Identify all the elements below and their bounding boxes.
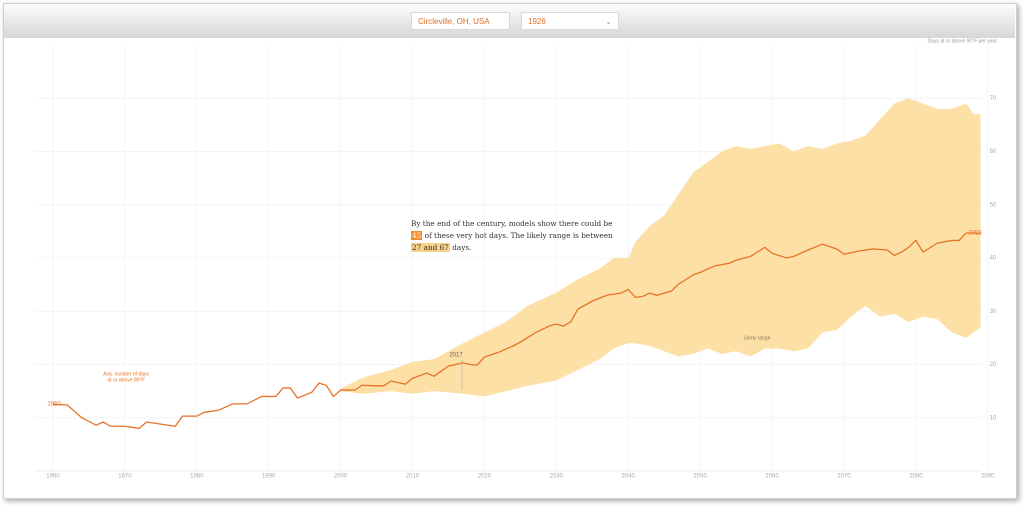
summary-text: By the end of the century, models show t… bbox=[411, 219, 613, 228]
x-tick-label: 2020 bbox=[478, 474, 492, 480]
likely-range bbox=[340, 98, 981, 397]
band-label: Likely range bbox=[744, 335, 771, 341]
x-tick-label: 2070 bbox=[837, 474, 851, 480]
y-tick-label: 30 bbox=[990, 309, 997, 315]
end-label: 2099 bbox=[968, 231, 982, 237]
x-tick-label: 2080 bbox=[909, 474, 923, 480]
x-tick-label: 2030 bbox=[550, 474, 564, 480]
start-label: 1960 bbox=[47, 402, 61, 408]
line bbox=[52, 232, 981, 430]
x-tick-label: 2050 bbox=[693, 474, 707, 480]
x-tick-label: 2010 bbox=[406, 474, 420, 480]
x-tick-label: 2000 bbox=[334, 474, 348, 480]
dropdown-arrow: ⌄ bbox=[605, 17, 612, 26]
highlight: 45 bbox=[411, 231, 423, 240]
x-tick-label: 2040 bbox=[622, 474, 636, 480]
y-tick-label: 20 bbox=[990, 362, 997, 368]
series-label: Avg. number of days bbox=[103, 371, 149, 377]
year-value: 1926 bbox=[528, 17, 546, 26]
y-tick-label: 50 bbox=[990, 202, 997, 208]
highlight: 27 and 67 bbox=[411, 243, 450, 252]
y-tick-label: 10 bbox=[990, 415, 997, 421]
x-tick-label: 2090 bbox=[981, 474, 995, 480]
now-label: 2017 bbox=[449, 353, 463, 359]
axis-label: Days at or above 90°F per year bbox=[927, 38, 997, 44]
x-tick-label: 1960 bbox=[46, 474, 60, 480]
x-tick-label: 2060 bbox=[765, 474, 779, 480]
year-select[interactable]: 1926 ⌄ bbox=[521, 12, 619, 30]
y-tick-label: 40 bbox=[990, 256, 997, 262]
y-tick-label: 60 bbox=[990, 149, 997, 155]
y-tick-label: 70 bbox=[990, 96, 997, 102]
summary: By the end of the century, models show t… bbox=[411, 218, 616, 254]
x-tick-label: 1970 bbox=[118, 474, 132, 480]
x-tick-label: 1990 bbox=[262, 474, 276, 480]
summary-text: days. bbox=[449, 243, 472, 252]
x-tick-label: 1980 bbox=[190, 474, 204, 480]
series-label: at or above 90°F bbox=[107, 377, 144, 383]
location-select[interactable]: Circleville, OH, USA bbox=[411, 12, 510, 30]
summary-text: of these very hot days. The likely range… bbox=[422, 231, 613, 240]
